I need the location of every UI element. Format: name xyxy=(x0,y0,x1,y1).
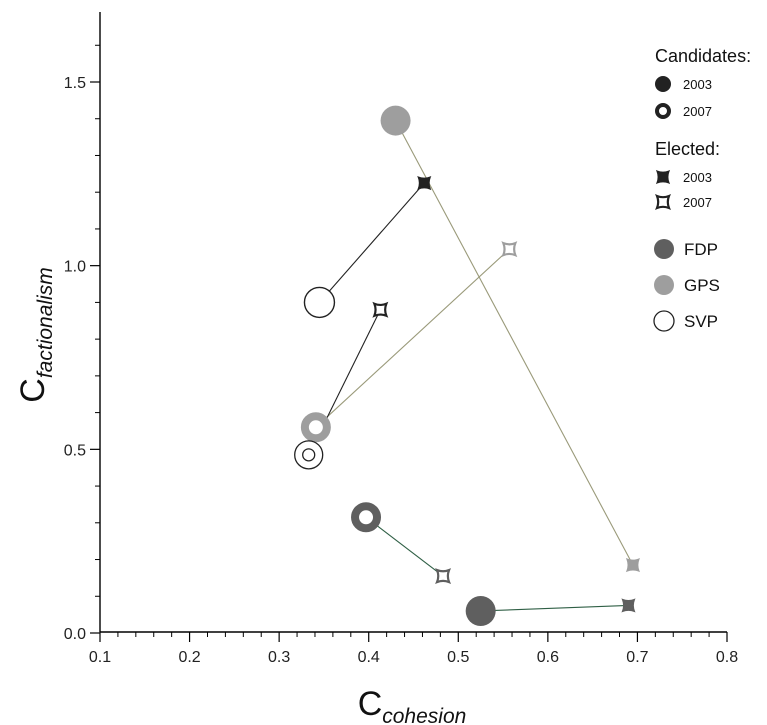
x-tick-label: 0.4 xyxy=(358,649,380,666)
legend-elected-2003-point xyxy=(655,169,671,185)
legend-candidate-2007-label: 2007 xyxy=(683,104,712,119)
marker-fdp-elected-2003 xyxy=(621,598,636,613)
legend-candidates-title: Candidates: xyxy=(655,46,751,66)
connector-svp xyxy=(319,182,425,303)
y-tick-label: 1.5 xyxy=(64,75,86,92)
legend-candidate-2007-point xyxy=(655,103,671,119)
connector-gps xyxy=(395,120,634,566)
marker-svp-elected-2007 xyxy=(372,301,389,318)
legend: Candidates: 2003 2007 Elected: 2003 2007 FDP GP… xyxy=(653,46,751,332)
legend-party-fdp: FDP xyxy=(654,239,718,259)
y-tick-label: 0.5 xyxy=(64,442,86,459)
y-axis-title-main: C xyxy=(14,378,52,403)
candidate-2003-point xyxy=(380,105,411,136)
y-tick-label: 1.0 xyxy=(64,259,86,276)
legend-party-swatch xyxy=(654,239,674,259)
x-tick-label: 0.1 xyxy=(89,649,111,666)
marker-fdp-candidates-2003 xyxy=(465,595,496,626)
marker-svp-candidates-2007 xyxy=(294,440,324,470)
connector-fdp xyxy=(480,604,629,612)
marker-gps-elected-2003 xyxy=(625,557,641,573)
marker-svp-candidates-2003 xyxy=(303,286,336,319)
x-tick-label: 0.8 xyxy=(716,649,738,666)
legend-candidate-2003-point xyxy=(655,76,671,92)
candidate-2007-point-inner xyxy=(302,448,316,462)
candidate-2007-point xyxy=(300,412,331,443)
legend-party-swatch xyxy=(654,275,674,295)
candidate-2007-point xyxy=(351,502,382,533)
x-tick-label: 0.6 xyxy=(537,649,559,666)
marker-svp-elected-2003 xyxy=(417,175,432,191)
legend-party-label: SVP xyxy=(684,312,718,331)
marker-gps-candidates-2007 xyxy=(300,412,331,443)
elected-2003-point xyxy=(621,598,636,613)
legend-elected-title: Elected: xyxy=(655,139,720,159)
axes: 0.1 0.2 0.3 0.4 0.5 0.6 0.7 0.8 0.0 0.5 1.0 1.5 xyxy=(64,12,738,666)
elected-2003-point xyxy=(417,175,432,191)
marker-gps-candidates-2003 xyxy=(380,105,411,136)
x-axis-title-main: C xyxy=(358,685,383,723)
data-points xyxy=(294,105,641,626)
elected-2007-point xyxy=(372,301,389,318)
x-tick-label: 0.5 xyxy=(447,649,469,666)
legend-elected-2007-marker xyxy=(655,194,671,210)
connector-gps xyxy=(315,248,510,428)
y-axis-title-sub: factionalism xyxy=(34,267,57,378)
x-axis-title: Ccohesion xyxy=(358,685,467,725)
marker-fdp-candidates-2007 xyxy=(351,502,382,533)
y-axis-title: Cfactionalism xyxy=(14,267,57,402)
legend-elected-2003-label: 2003 xyxy=(683,170,712,185)
elected-2007-point xyxy=(501,241,518,258)
legend-party-label: GPS xyxy=(684,276,720,295)
legend-party-svp: SVP xyxy=(653,310,718,332)
legend-party-swatch xyxy=(653,310,675,332)
x-tick-label: 0.3 xyxy=(268,649,290,666)
marker-fdp-elected-2007 xyxy=(435,568,452,585)
legend-party-gps: GPS xyxy=(654,275,720,295)
legend-candidate-2007-marker xyxy=(655,103,671,119)
marker-gps-elected-2007 xyxy=(501,241,518,258)
legend-elected-2003-marker xyxy=(655,169,671,185)
legend-candidate-2003-label: 2003 xyxy=(683,77,712,92)
candidate-2003-point xyxy=(465,595,496,626)
y-tick-label: 0.0 xyxy=(64,626,86,643)
x-tick-label: 0.7 xyxy=(626,649,648,666)
x-tick-label: 0.2 xyxy=(178,649,200,666)
legend-elected-2007-label: 2007 xyxy=(683,195,712,210)
legend-party-label: FDP xyxy=(684,240,718,259)
legend-candidate-2003-marker xyxy=(655,76,671,92)
elected-2003-point xyxy=(625,557,641,573)
connector-lines xyxy=(308,120,634,612)
candidate-2003-point xyxy=(303,286,336,319)
legend-elected-2007-point xyxy=(655,194,671,210)
elected-2007-point xyxy=(435,568,452,585)
x-axis-title-sub: cohesion xyxy=(382,705,466,725)
connector-fdp xyxy=(365,516,444,577)
